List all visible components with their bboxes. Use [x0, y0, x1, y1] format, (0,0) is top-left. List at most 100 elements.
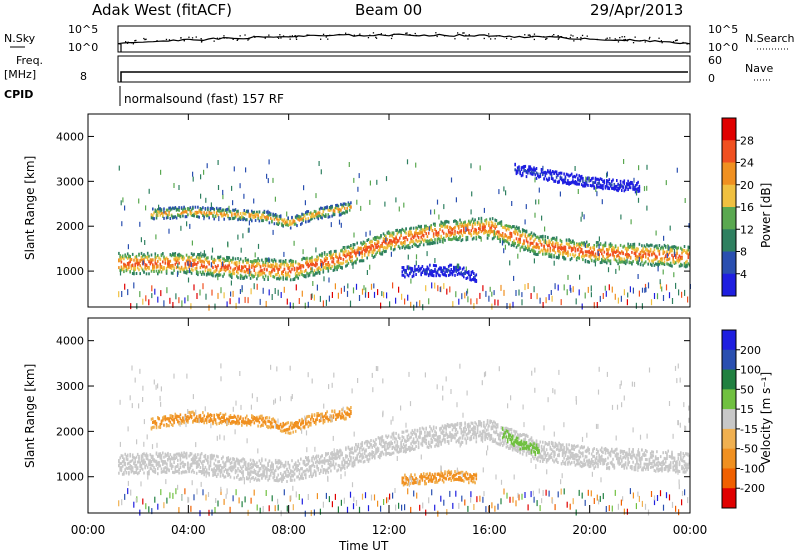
echo-mark: [164, 211, 167, 215]
echo-mark: [580, 248, 583, 251]
echo-mark: [213, 462, 215, 466]
nsearch-dot: [557, 35, 559, 37]
echo-mark: [478, 217, 480, 221]
echo-mark: [233, 212, 236, 216]
scatter-mark: [503, 248, 505, 254]
echo-mark: [410, 226, 412, 230]
echo-mark: [575, 257, 578, 260]
echo-mark: [190, 213, 193, 217]
scatter-mark: [645, 287, 647, 293]
echo-mark: [623, 257, 626, 261]
scatter-mark: [633, 177, 635, 183]
echo-mark: [289, 270, 292, 274]
echo-mark: [183, 256, 185, 260]
echo-mark: [481, 225, 484, 229]
echo-mark: [542, 249, 544, 253]
echo-mark: [554, 179, 557, 183]
echo-mark: [323, 251, 326, 255]
echo-mark: [577, 255, 579, 259]
clutter-mark: [665, 284, 668, 291]
echo-mark: [214, 269, 217, 273]
echo-mark: [332, 209, 335, 212]
echo-mark: [312, 214, 315, 218]
scatter-mark: [272, 177, 274, 183]
echo-mark: [274, 469, 277, 472]
echo-mark: [503, 236, 505, 240]
echo-mark: [249, 214, 252, 218]
echo-mark: [315, 264, 317, 268]
echo-mark: [222, 208, 224, 212]
echo-mark: [669, 264, 672, 268]
echo-mark: [582, 251, 584, 255]
echo-mark: [277, 267, 279, 271]
echo-mark: [322, 208, 325, 212]
echo-mark: [545, 171, 548, 175]
scatter-mark: [192, 171, 194, 177]
echo-mark: [372, 255, 375, 259]
echo-mark: [367, 238, 370, 242]
echo-mark: [534, 173, 537, 177]
echo-mark: [396, 228, 399, 232]
echo-mark: [636, 247, 638, 251]
echo-mark: [289, 478, 292, 482]
echo-mark: [363, 449, 366, 453]
echo-mark: [138, 471, 140, 475]
echo-mark: [331, 255, 333, 259]
echo-mark: [342, 246, 345, 249]
echo-mark: [236, 261, 238, 265]
echo-mark: [268, 211, 271, 215]
clutter-mark: [551, 295, 553, 302]
clutter-mark: [298, 298, 300, 304]
echo-mark: [629, 243, 632, 247]
echo-mark: [251, 273, 253, 277]
echo-mark: [353, 446, 356, 450]
echo-mark: [297, 262, 299, 266]
echo-mark: [224, 269, 227, 273]
echo-mark: [195, 269, 198, 273]
clutter-mark: [205, 293, 207, 300]
echo-mark: [157, 254, 159, 258]
echo-mark: [327, 213, 330, 217]
echo-mark: [384, 442, 386, 446]
echo-mark: [229, 217, 232, 221]
nsearch-dot: [326, 35, 328, 37]
echo-mark: [178, 452, 180, 456]
echo-mark: [572, 247, 574, 251]
echo-mark: [407, 244, 410, 247]
echo-mark: [490, 225, 493, 229]
echo-mark: [259, 473, 262, 477]
echo-mark: [654, 262, 657, 266]
echo-mark: [226, 210, 228, 214]
echo-mark: [668, 249, 671, 253]
echo-mark: [382, 240, 385, 243]
nsearch-dot: [648, 38, 650, 40]
echo-mark: [199, 470, 202, 473]
echo-mark: [273, 478, 276, 482]
echo-mark: [523, 165, 525, 168]
echo-mark: [184, 215, 187, 219]
scatter-mark: [439, 286, 441, 292]
echo-mark: [219, 207, 222, 211]
echo-mark: [185, 215, 188, 219]
echo-mark: [624, 185, 627, 189]
echo-mark: [189, 210, 192, 214]
echo-mark: [604, 185, 607, 189]
echo-mark: [315, 258, 317, 262]
echo-mark: [535, 242, 538, 246]
echo-mark: [332, 456, 335, 460]
echo-mark: [444, 220, 446, 224]
clutter-mark: [596, 302, 598, 308]
echo-mark: [126, 462, 129, 466]
echo-mark: [340, 453, 342, 457]
echo-mark: [148, 272, 150, 276]
echo-mark: [174, 252, 177, 255]
echo-mark: [469, 274, 471, 278]
echo-mark: [340, 213, 342, 217]
echo-mark: [120, 260, 123, 264]
echo-mark: [479, 225, 481, 228]
echo-mark: [287, 263, 289, 267]
echo-mark: [557, 173, 559, 177]
echo-mark: [337, 261, 340, 265]
echo-mark: [264, 261, 267, 265]
echo-mark: [391, 231, 394, 235]
